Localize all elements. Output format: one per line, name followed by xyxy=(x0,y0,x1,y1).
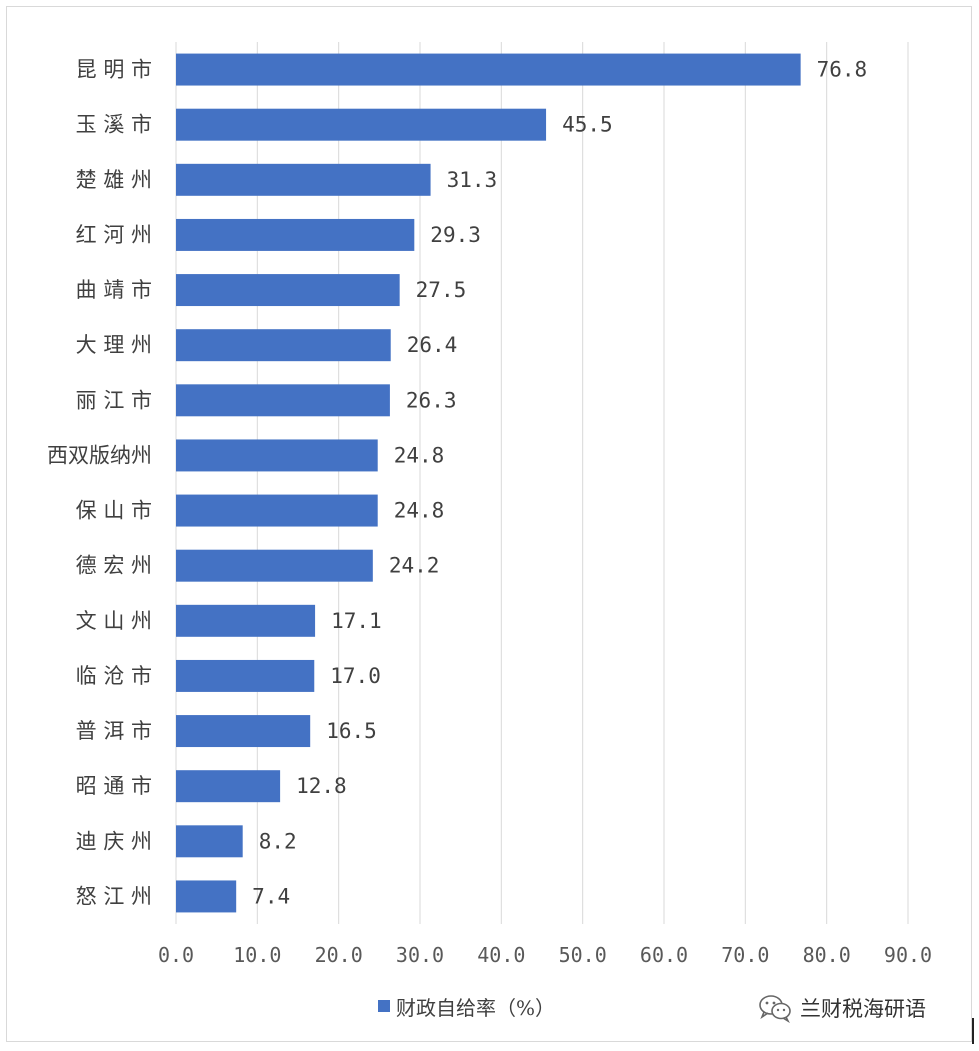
bar xyxy=(176,53,801,86)
category-label: 丽 江 市 xyxy=(76,388,152,412)
category-label: 昭 通 市 xyxy=(76,774,152,798)
value-label: 31.3 xyxy=(447,168,498,192)
watermark-text: 兰财税海研语 xyxy=(800,997,926,1021)
legend-swatch xyxy=(378,1000,390,1012)
bar xyxy=(176,715,311,748)
bar xyxy=(176,384,390,417)
value-label: 12.8 xyxy=(296,774,347,798)
bar xyxy=(176,163,431,196)
bar xyxy=(176,604,316,637)
bar xyxy=(176,549,373,582)
bar xyxy=(176,329,391,362)
bar xyxy=(176,274,400,307)
value-label: 24.2 xyxy=(389,554,440,578)
value-label: 8.2 xyxy=(259,829,297,853)
category-label: 普 洱 市 xyxy=(76,719,152,743)
value-label: 24.8 xyxy=(394,443,445,467)
value-label: 45.5 xyxy=(562,113,613,137)
x-tick-label: 80.0 xyxy=(803,943,851,967)
x-tick-label: 50.0 xyxy=(559,943,607,967)
bar xyxy=(176,108,547,141)
value-label: 27.5 xyxy=(416,278,467,302)
bar xyxy=(176,770,281,803)
bar xyxy=(176,494,378,527)
category-label: 临 沧 市 xyxy=(76,664,152,688)
category-label: 德 宏 州 xyxy=(76,554,152,578)
category-label: 迪 庆 州 xyxy=(76,829,152,853)
category-label: 红 河 州 xyxy=(76,223,152,247)
value-label: 24.8 xyxy=(394,499,445,523)
bar xyxy=(176,880,237,913)
x-tick-label: 40.0 xyxy=(477,943,525,967)
corner-mark xyxy=(972,1018,974,1044)
value-labels: 76.8 45.5 31.3 29.3 27.5 26.4 26.3 24.8 24.8 24.2… xyxy=(252,58,867,909)
x-tick-label: 70.0 xyxy=(721,943,769,967)
x-tick-label: 60.0 xyxy=(640,943,688,967)
value-label: 26.3 xyxy=(406,388,457,412)
value-label: 16.5 xyxy=(326,719,377,743)
bar xyxy=(176,439,378,472)
category-label: 保 山 市 xyxy=(76,499,152,523)
value-label: 17.0 xyxy=(330,664,381,688)
x-tick-label: 90.0 xyxy=(884,943,932,967)
value-label: 17.1 xyxy=(331,609,382,633)
value-label: 26.4 xyxy=(407,333,458,357)
x-tick-label: 10.0 xyxy=(233,943,281,967)
x-tick-label: 30.0 xyxy=(396,943,444,967)
value-label: 7.4 xyxy=(252,884,290,908)
category-label: 曲 靖 市 xyxy=(76,278,152,302)
wechat-icon xyxy=(759,995,791,1023)
legend-label: 财政自给率（%） xyxy=(396,995,556,1020)
value-label: 29.3 xyxy=(430,223,481,247)
x-tick-label: 0.0 xyxy=(158,943,194,967)
bar xyxy=(176,825,243,858)
x-tick-label: 20.0 xyxy=(315,943,363,967)
category-label: 怒 江 州 xyxy=(76,884,152,908)
category-label: 玉 溪 市 xyxy=(76,113,152,137)
bar xyxy=(176,659,315,692)
bar xyxy=(176,218,415,251)
category-labels: 昆 明 市玉 溪 市楚 雄 州红 河 州曲 靖 市大 理 州丽 江 市西双版纳州… xyxy=(47,58,152,909)
bars xyxy=(176,53,801,913)
category-label: 昆 明 市 xyxy=(76,58,152,82)
watermark: 兰财税海研语 xyxy=(758,992,926,1024)
value-label: 76.8 xyxy=(817,58,868,82)
category-label: 文 山 州 xyxy=(76,609,152,633)
legend: 财政自给率（%） xyxy=(378,992,555,1020)
chart-frame xyxy=(6,6,972,1042)
category-label: 大 理 州 xyxy=(76,333,152,357)
category-label: 西双版纳州 xyxy=(47,443,152,467)
category-label: 楚 雄 州 xyxy=(76,168,152,192)
x-tick-labels: 0.0 10.0 20.0 30.0 40.0 50.0 60.0 70.0 80.0 90.0 xyxy=(158,943,932,967)
